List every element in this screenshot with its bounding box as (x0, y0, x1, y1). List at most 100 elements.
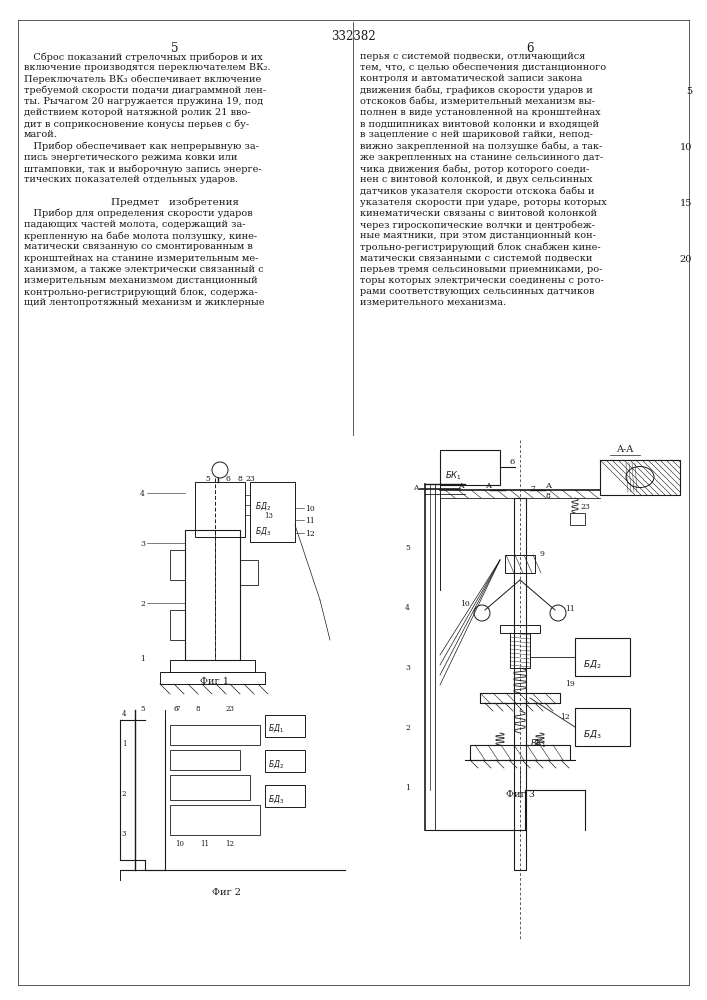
Text: 23: 23 (245, 475, 255, 483)
Bar (514, 498, 526, 870)
Text: 11: 11 (200, 840, 209, 848)
Text: 12: 12 (305, 530, 315, 538)
Text: 8: 8 (237, 475, 242, 483)
Text: 15: 15 (679, 199, 692, 208)
Text: в подшипниках винтовой колонки и входящей: в подшипниках винтовой колонки и входяще… (360, 119, 599, 128)
Text: действием которой натяжной ролик 21 вво-: действием которой натяжной ролик 21 вво- (24, 108, 250, 117)
Text: 6: 6 (510, 458, 515, 466)
Text: 7: 7 (175, 705, 180, 713)
Text: 9: 9 (540, 550, 545, 558)
Bar (170, 550, 185, 580)
Text: кронштейнах на станине измерительным ме-: кронштейнах на станине измерительным ме- (24, 254, 258, 263)
Text: 5: 5 (686, 87, 692, 96)
Bar (170, 775, 250, 800)
Bar (510, 633, 530, 668)
Text: измерительным механизмом дистанционный: измерительным механизмом дистанционный (24, 276, 257, 285)
Text: ные маятники, при этом дистанционный кон-: ные маятники, при этом дистанционный кон… (360, 231, 596, 240)
Text: через гироскопические волчки и центробеж-: через гироскопические волчки и центробеж… (360, 220, 595, 230)
Text: 4: 4 (140, 490, 145, 498)
Text: $ВК_1$: $ВК_1$ (530, 738, 547, 750)
Text: измерительного механизма.: измерительного механизма. (360, 298, 506, 307)
Bar (170, 805, 260, 835)
Text: 6: 6 (173, 705, 177, 713)
Bar (575, 638, 630, 676)
Text: же закрепленных на станине сельсинного дат-: же закрепленных на станине сельсинного д… (360, 153, 603, 162)
Text: штамповки, так и выборочную запись энерге-: штамповки, так и выборочную запись энерг… (24, 164, 262, 174)
Text: трольно-регистрирующий блок снабжен кине-: трольно-регистрирующий блок снабжен кине… (360, 242, 601, 252)
Text: 2: 2 (405, 724, 410, 732)
Bar (600, 460, 680, 495)
Bar (170, 660, 255, 672)
Text: Прибор обеспечивает как непрерывную за-: Прибор обеспечивает как непрерывную за- (24, 142, 259, 151)
Bar (500, 625, 540, 633)
Text: 10: 10 (175, 840, 184, 848)
Ellipse shape (626, 466, 654, 488)
Bar (570, 513, 585, 525)
Text: 10: 10 (679, 143, 692, 152)
Text: 8: 8 (195, 705, 199, 713)
Text: 11: 11 (565, 605, 575, 613)
Text: 2: 2 (122, 790, 127, 798)
Text: в зацепление с ней шариковой гайки, непод-: в зацепление с ней шариковой гайки, непо… (360, 130, 593, 139)
Bar (575, 708, 630, 746)
Text: $БД_2$: $БД_2$ (583, 658, 602, 670)
Text: щий лентопротяжный механизм и жиклерные: щий лентопротяжный механизм и жиклерные (24, 298, 264, 307)
Text: матически связанными с системой подвески: матически связанными с системой подвески (360, 254, 592, 263)
Text: 5: 5 (171, 42, 179, 55)
Text: A: A (545, 482, 551, 490)
Text: A: A (413, 484, 419, 492)
Text: 10: 10 (460, 600, 469, 608)
Text: 5: 5 (405, 544, 410, 552)
Text: Фиг 3: Фиг 3 (506, 790, 534, 799)
Text: 6: 6 (526, 42, 534, 55)
Text: 13: 13 (264, 512, 273, 520)
Text: тем, что, с целью обеспечения дистанционного: тем, что, с целью обеспечения дистанцион… (360, 63, 606, 72)
Text: 11: 11 (305, 517, 315, 525)
Text: Прибор для определения скорости ударов: Прибор для определения скорости ударов (24, 209, 252, 218)
Bar (470, 745, 570, 760)
Text: Фиг 2: Фиг 2 (213, 888, 242, 897)
Bar (185, 530, 240, 660)
Text: 6: 6 (225, 475, 230, 483)
Text: $БК_1$: $БК_1$ (445, 470, 462, 483)
Bar (480, 693, 560, 703)
Text: 2: 2 (140, 600, 145, 608)
Text: $БД_3$: $БД_3$ (583, 728, 602, 740)
Text: перьев тремя сельсиновыми приемниками, ро-: перьев тремя сельсиновыми приемниками, р… (360, 265, 602, 274)
Text: $БД_2$: $БД_2$ (255, 500, 271, 512)
Text: пись энергетического режима ковки или: пись энергетического режима ковки или (24, 153, 238, 162)
Text: рами соответствующих сельсинных датчиков: рами соответствующих сельсинных датчиков (360, 287, 595, 296)
Text: тических показателей отдельных ударов.: тических показателей отдельных ударов. (24, 175, 238, 184)
Text: 12: 12 (225, 840, 234, 848)
Text: указателя скорости при ударе, роторы которых: указателя скорости при ударе, роторы кот… (360, 198, 607, 207)
Text: нен с винтовой колонкой, и двух сельсинных: нен с винтовой колонкой, и двух сельсинн… (360, 175, 592, 184)
Bar (250, 482, 295, 542)
Bar (195, 482, 245, 537)
Text: Переключатель ВК₃ обеспечивает включение: Переключатель ВК₃ обеспечивает включение (24, 74, 262, 84)
Text: 1: 1 (140, 655, 145, 663)
Text: A: A (485, 482, 491, 490)
Text: падающих частей молота, содержащий за-: падающих частей молота, содержащий за- (24, 220, 245, 229)
Bar (265, 785, 305, 807)
Bar (505, 555, 535, 573)
Bar (265, 715, 305, 737)
Text: Предмет   изобретения: Предмет изобретения (111, 198, 239, 207)
Text: 4: 4 (405, 604, 410, 612)
Text: полнен в виде установленной на кронштейнах: полнен в виде установленной на кронштейн… (360, 108, 601, 117)
Bar (160, 672, 265, 684)
Text: 8: 8 (545, 492, 550, 500)
Text: 23: 23 (580, 503, 590, 511)
Bar (240, 560, 258, 585)
Text: включение производятся переключателем ВК₂.: включение производятся переключателем ВК… (24, 63, 271, 72)
Text: A-A: A-A (617, 445, 633, 454)
Bar (440, 450, 500, 485)
Text: датчиков указателя скорости отскока бабы и: датчиков указателя скорости отскока бабы… (360, 186, 595, 196)
Text: перья с системой подвески, отличающийся: перья с системой подвески, отличающийся (360, 52, 585, 61)
Text: контрольно-регистрирующий блок, содержа-: контрольно-регистрирующий блок, содержа- (24, 287, 257, 297)
Text: движения бабы, графиков скорости ударов и: движения бабы, графиков скорости ударов … (360, 86, 592, 95)
Text: 10: 10 (305, 505, 315, 513)
Text: 12: 12 (560, 713, 570, 721)
Text: 4: 4 (122, 710, 127, 718)
Text: $БД_3$: $БД_3$ (268, 793, 284, 805)
Text: A: A (458, 482, 464, 490)
